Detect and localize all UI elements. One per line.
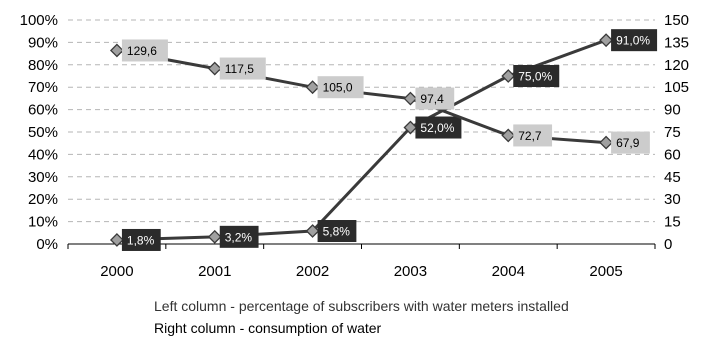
data-point-left: [403, 120, 418, 135]
y-left-tick-label: 80%: [28, 57, 58, 74]
data-point-left: [501, 69, 516, 83]
x-tick-label: 2001: [198, 263, 231, 280]
data-point-right: [207, 61, 222, 76]
y-right-tick-label: 120: [664, 57, 689, 74]
data-point-right: [501, 128, 516, 143]
y-right-tick-label: 75: [664, 124, 681, 141]
data-label: 5,8%: [323, 225, 351, 239]
data-label: 72,7: [518, 129, 542, 143]
y-right-tick-label: 150: [664, 12, 689, 29]
x-tick-label: 2003: [394, 263, 427, 280]
data-label-box: [219, 225, 259, 248]
data-label: 52,0%: [420, 121, 454, 135]
data-label: 91,0%: [616, 34, 650, 48]
y-left-tick-label: 100%: [20, 12, 58, 29]
data-point-left: [207, 229, 222, 244]
data-label-box: [611, 131, 650, 154]
y-right-tick-label: 105: [664, 79, 689, 96]
data-label-box: [611, 29, 658, 52]
y-left-tick-label: 10%: [28, 214, 58, 231]
y-left-tick-label: 70%: [28, 79, 58, 96]
data-point-right: [109, 43, 124, 58]
data-point-right: [305, 80, 320, 95]
x-tick-label: 2004: [492, 263, 525, 280]
line-chart: 0% 10% 20% 30% 40% 50% 60% 70% 80% 90% 100% 0 15 30 45…: [20, 12, 689, 280]
y-left-tick-label: 20%: [28, 191, 58, 208]
data-label: 67,9: [616, 136, 640, 150]
x-tick-label: 2000: [100, 263, 133, 280]
data-point-right: [599, 135, 614, 150]
x-tick-label: 2005: [589, 263, 622, 280]
data-point-left: [305, 224, 320, 238]
y-right-tick-label: 60: [664, 146, 681, 163]
data-label-box: [121, 39, 168, 62]
data-point-right: [403, 91, 418, 106]
y-right-tick-label: 15: [664, 214, 681, 231]
data-label-box: [415, 116, 462, 139]
data-label-box: [415, 87, 455, 110]
data-label-box: [513, 65, 560, 87]
data-label-box: [121, 228, 161, 251]
data-label-box: [219, 57, 266, 80]
y-left-tick-label: 30%: [28, 169, 58, 186]
legend-right-column: Right column - consumption of water: [154, 320, 382, 336]
data-label-box: [317, 220, 357, 243]
data-label: 117,5: [225, 62, 254, 76]
y-right-tick-label: 45: [664, 169, 681, 186]
data-point-left: [109, 233, 124, 247]
data-label-box: [513, 124, 553, 147]
legend-left-column: Left column - percentage of subscribers …: [154, 298, 569, 314]
data-label: 75,0%: [518, 70, 552, 84]
y-left-tick-label: 0%: [36, 236, 58, 253]
y-left-tick-label: 60%: [28, 102, 58, 119]
data-label: 129,6: [127, 44, 157, 58]
y-left-tick-label: 40%: [28, 146, 58, 163]
y-right-tick-label: 135: [664, 34, 689, 51]
y-right-tick-label: 90: [664, 102, 681, 119]
data-label: 3,2%: [225, 230, 253, 244]
data-label: 97,4: [420, 92, 444, 106]
data-label: 1,8%: [127, 233, 155, 247]
y-left-tick-label: 50%: [28, 124, 58, 141]
y-right-tick-label: 30: [664, 191, 681, 208]
y-right-tick-label: 0: [664, 236, 672, 253]
data-label: 105,0: [323, 81, 353, 95]
data-point-left: [599, 33, 614, 48]
x-tick-label: 2002: [296, 263, 329, 280]
y-left-tick-label: 90%: [28, 34, 58, 51]
data-label-box: [317, 76, 364, 99]
